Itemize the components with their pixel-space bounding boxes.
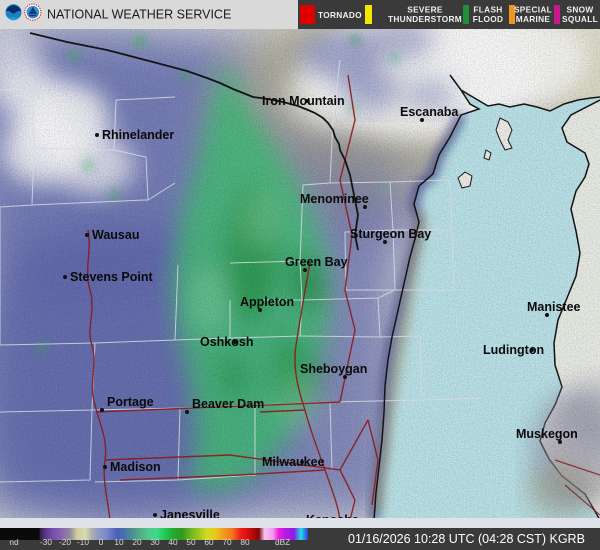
svg-text:Rhinelander: Rhinelander <box>102 128 174 142</box>
svg-text:SPECIAL: SPECIAL <box>514 5 552 15</box>
svg-text:Janesville: Janesville <box>160 508 220 522</box>
svg-text:Madison: Madison <box>110 460 161 474</box>
svg-text:Beaver Dam: Beaver Dam <box>192 397 264 411</box>
svg-text:dBZ: dBZ <box>275 537 290 547</box>
svg-text:70: 70 <box>222 537 232 547</box>
svg-text:TORNADO: TORNADO <box>318 10 362 20</box>
svg-text:50: 50 <box>186 537 196 547</box>
svg-text:Stevens Point: Stevens Point <box>70 270 153 284</box>
svg-text:01/16/2026 10:28 UTC (04:28 CS: 01/16/2026 10:28 UTC (04:28 CST) KGRB <box>348 532 585 546</box>
svg-text:Wausau: Wausau <box>92 228 139 242</box>
svg-text:Portage: Portage <box>107 395 154 409</box>
svg-text:THUNDERSTORM: THUNDERSTORM <box>388 14 462 24</box>
svg-text:20: 20 <box>132 537 142 547</box>
svg-text:nd: nd <box>9 537 19 547</box>
svg-text:10: 10 <box>114 537 124 547</box>
svg-text:SQUALL: SQUALL <box>562 14 598 24</box>
svg-text:Milwaukee: Milwaukee <box>262 455 325 469</box>
svg-text:-20: -20 <box>59 537 71 547</box>
svg-text:Appleton: Appleton <box>240 295 294 309</box>
svg-text:-30: -30 <box>40 537 52 547</box>
svg-text:SEVERE: SEVERE <box>407 5 443 15</box>
svg-text:Manistee: Manistee <box>527 300 581 314</box>
svg-text:Iron Mountain: Iron Mountain <box>262 94 345 108</box>
svg-text:Sturgeon Bay: Sturgeon Bay <box>350 227 431 241</box>
svg-text:-10: -10 <box>77 537 89 547</box>
svg-text:NATIONAL WEATHER SERVICE: NATIONAL WEATHER SERVICE <box>47 8 231 22</box>
svg-text:Muskegon: Muskegon <box>516 427 578 441</box>
svg-text:Escanaba: Escanaba <box>400 105 459 119</box>
svg-text:Oshkosh: Oshkosh <box>200 335 254 349</box>
svg-text:Ludington: Ludington <box>483 343 544 357</box>
svg-text:SNOW: SNOW <box>566 5 593 15</box>
svg-text:40: 40 <box>168 537 178 547</box>
svg-text:FLOOD: FLOOD <box>473 14 504 24</box>
svg-text:0: 0 <box>99 537 104 547</box>
svg-text:Sheboygan: Sheboygan <box>300 362 367 376</box>
svg-text:Kenosha: Kenosha <box>306 513 360 527</box>
svg-text:FLASH: FLASH <box>473 5 502 15</box>
svg-text:30: 30 <box>150 537 160 547</box>
svg-text:MARINE: MARINE <box>516 14 551 24</box>
svg-text:Menominee: Menominee <box>300 192 369 206</box>
svg-text:Green Bay: Green Bay <box>285 255 348 269</box>
svg-text:60: 60 <box>204 537 214 547</box>
svg-text:80: 80 <box>240 537 250 547</box>
